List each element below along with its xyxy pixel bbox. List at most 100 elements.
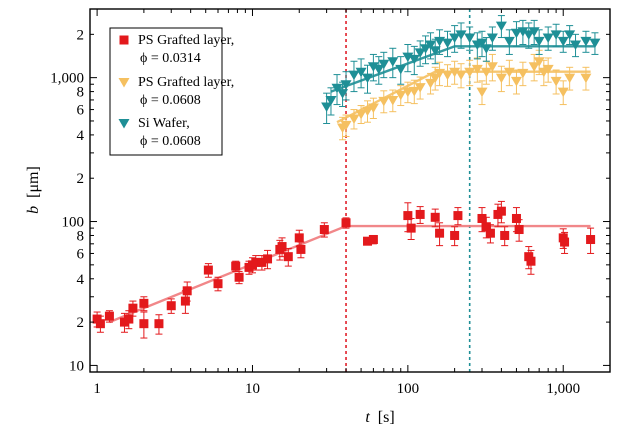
data-point	[213, 279, 223, 289]
data-point	[464, 67, 476, 78]
data-point	[263, 254, 273, 264]
data-point	[368, 235, 378, 245]
data-point	[395, 90, 407, 101]
legend-marker	[118, 119, 130, 129]
data-point	[564, 73, 576, 84]
data-point	[321, 102, 333, 113]
legend-sublabel: ϕ = 0.0608	[140, 134, 201, 149]
y-tick-label: 1,000	[50, 71, 84, 87]
data-point	[340, 80, 352, 90]
data-point	[425, 40, 437, 50]
data-point	[277, 242, 287, 252]
data-point	[550, 30, 562, 40]
legend-entry-1: PS Grafted layer, ϕ = 0.0608	[118, 75, 234, 108]
y-axis-title: b [μm]	[25, 166, 42, 214]
y-tick-label: 4	[77, 272, 85, 288]
data-point	[128, 303, 138, 313]
data-point	[425, 78, 437, 89]
data-point	[476, 38, 488, 49]
series-2	[321, 15, 601, 125]
data-point	[154, 319, 164, 329]
data-point	[580, 73, 592, 84]
data-point	[403, 211, 413, 221]
legend-label: Si Wafer,	[138, 116, 190, 131]
data-point	[434, 68, 446, 79]
y-axis-variable: b	[25, 206, 42, 214]
data-point	[139, 319, 149, 329]
data-point	[408, 54, 420, 65]
data-point	[524, 252, 534, 262]
data-point	[429, 46, 441, 56]
data-point	[560, 237, 570, 247]
data-point	[517, 27, 529, 37]
data-point	[182, 286, 192, 296]
data-point	[450, 230, 460, 240]
data-point	[503, 36, 515, 47]
data-point	[387, 57, 399, 67]
data-point	[348, 70, 360, 81]
series-1	[336, 49, 592, 141]
data-point	[378, 96, 390, 107]
data-point	[485, 228, 495, 238]
data-point	[528, 62, 540, 72]
data-point	[203, 265, 213, 275]
legend-marker	[119, 35, 129, 45]
y-axis-unit: [μm]	[25, 166, 42, 198]
data-point	[435, 228, 445, 238]
legend-label: PS Grafted layer,	[138, 75, 234, 90]
data-point	[355, 67, 367, 78]
y-tick-label: 8	[77, 85, 85, 101]
data-point	[580, 36, 592, 47]
y-tick-label: 6	[77, 246, 85, 262]
x-tick-label: 1,000	[546, 381, 580, 397]
data-point	[231, 261, 241, 271]
data-point	[476, 87, 488, 98]
plot-area	[92, 9, 601, 372]
y-tick-label: 2	[77, 171, 85, 187]
legend-marker	[118, 78, 130, 88]
data-point	[486, 62, 498, 72]
data-point	[550, 76, 562, 87]
data-point	[251, 257, 261, 267]
data-point	[586, 235, 596, 245]
data-point	[533, 57, 545, 67]
data-point	[367, 62, 379, 72]
y-tick-label: 8	[77, 228, 85, 244]
y-tick-label: 100	[62, 215, 85, 231]
data-point	[477, 213, 487, 223]
x-tick-label: 10	[245, 381, 260, 397]
data-point	[95, 319, 105, 329]
legend-box	[109, 27, 223, 156]
data-point	[331, 83, 343, 94]
y-tick-label: 6	[77, 103, 85, 119]
data-point	[283, 252, 293, 262]
data-point	[319, 225, 329, 235]
fit-line-series-0	[108, 224, 591, 324]
data-point	[542, 64, 554, 75]
data-point	[430, 212, 440, 222]
x-axis-variable: t	[365, 409, 370, 426]
data-point	[294, 233, 304, 243]
data-point	[429, 73, 441, 84]
data-point	[455, 70, 467, 81]
data-point	[570, 40, 582, 50]
data-point	[341, 218, 351, 228]
x-tick-label: 100	[397, 381, 420, 397]
data-point	[442, 70, 454, 81]
data-point	[514, 225, 524, 235]
legend-sublabel: ϕ = 0.0314	[140, 51, 201, 66]
series-0	[92, 200, 596, 339]
data-point	[496, 206, 506, 216]
data-point	[363, 236, 373, 246]
y-tick-label: 2	[77, 27, 85, 43]
data-point	[442, 38, 454, 49]
data-point	[234, 272, 244, 282]
data-point	[257, 257, 267, 267]
data-point	[453, 211, 463, 221]
data-point	[480, 67, 492, 78]
data-point	[503, 67, 515, 78]
data-point	[387, 95, 399, 106]
legend-label: PS Grafted layer,	[138, 33, 234, 48]
legend-entry-0: PS Grafted layer, ϕ = 0.0314	[119, 33, 234, 66]
